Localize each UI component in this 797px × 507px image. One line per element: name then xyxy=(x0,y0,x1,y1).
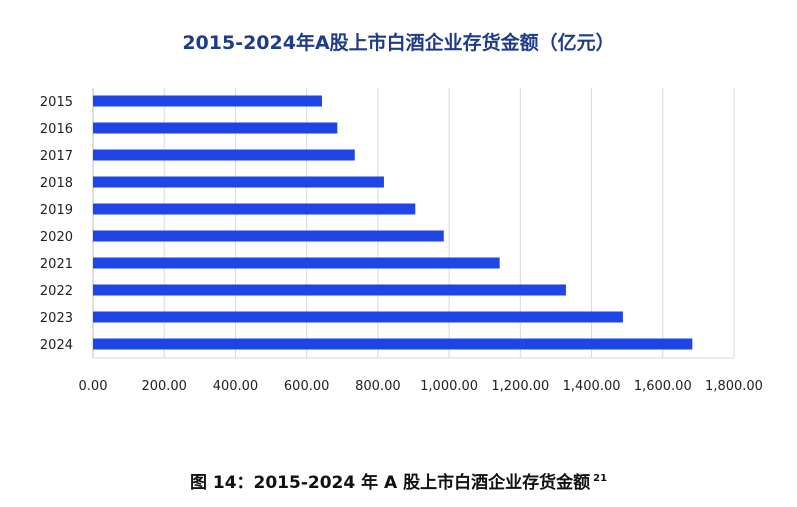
y-tick-label: 2021 xyxy=(40,257,73,272)
y-tick-label: 2016 xyxy=(40,122,73,137)
x-tick-label: 200.00 xyxy=(141,379,187,394)
y-tick-label: 2024 xyxy=(40,338,73,353)
bar xyxy=(93,122,338,134)
x-tick-label: 1,600.00 xyxy=(634,379,692,394)
y-tick-label: 2017 xyxy=(40,149,73,164)
x-tick-label: 1,400.00 xyxy=(563,379,621,394)
y-tick-label: 2019 xyxy=(40,203,73,218)
bar xyxy=(93,338,693,350)
x-tick-label: 800.00 xyxy=(355,379,401,394)
y-tick-label: 2022 xyxy=(40,284,73,299)
y-tick-label: 2020 xyxy=(40,230,73,245)
chart-title: 2015-2024年A股上市白酒企业存货金额（亿元） xyxy=(182,32,615,54)
bar xyxy=(93,257,500,269)
figure-caption: 图 14：2015-2024 年 A 股上市白酒企业存货金额 21 xyxy=(0,468,797,493)
bar xyxy=(93,149,355,161)
x-tick-label: 600.00 xyxy=(284,379,330,394)
y-tick-label: 2023 xyxy=(40,311,73,326)
x-tick-label: 0.00 xyxy=(79,379,108,394)
x-tick-label: 400.00 xyxy=(213,379,259,394)
bar xyxy=(93,230,444,242)
x-tick-label: 1,800.00 xyxy=(705,379,763,394)
x-tick-label: 1,200.00 xyxy=(491,379,549,394)
bar xyxy=(93,176,384,188)
bar xyxy=(93,311,623,323)
bar xyxy=(93,95,322,107)
bar xyxy=(93,203,416,215)
y-tick-label: 2015 xyxy=(40,95,73,110)
y-tick-label: 2018 xyxy=(40,176,73,191)
footnote-marker: 21 xyxy=(593,473,608,485)
x-tick-label: 1,000.00 xyxy=(420,379,478,394)
caption-text: 图 14：2015-2024 年 A 股上市白酒企业存货金额 xyxy=(189,473,591,493)
bar xyxy=(93,284,566,296)
